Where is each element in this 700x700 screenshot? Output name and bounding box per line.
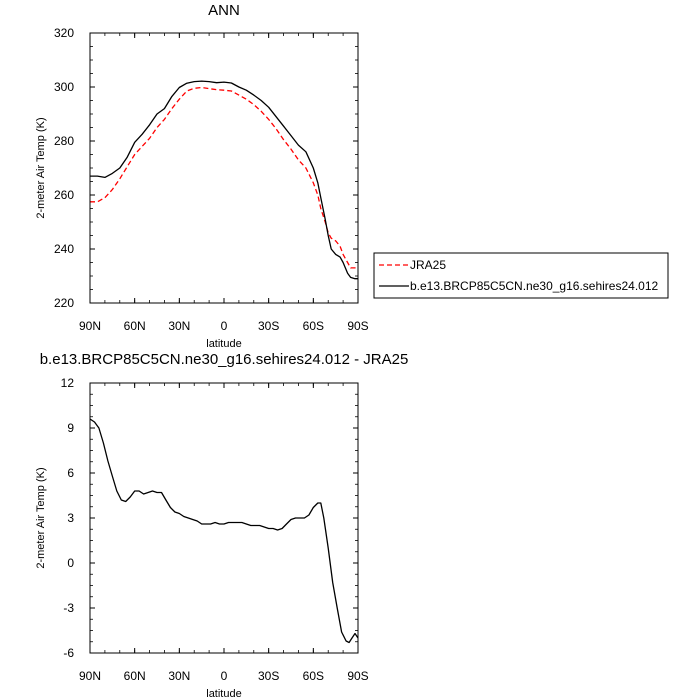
- top-ytick-label: 260: [54, 188, 74, 202]
- bottom-ytick-label: 6: [67, 466, 74, 480]
- bottom-ytick-label: -6: [63, 646, 74, 660]
- top-xtick-label: 60N: [124, 319, 146, 333]
- top-plot-frame: [89, 32, 359, 304]
- bottom-xtick-label: 0: [221, 669, 228, 683]
- legend-label-model: b.e13.BRCP85C5CN.ne30_g16.sehires24.012: [410, 279, 658, 293]
- top-xlabel: latitude: [206, 338, 241, 350]
- bottom-xlabel: latitude: [206, 688, 241, 700]
- bottom-xtick-label: 30N: [168, 669, 190, 683]
- bottom-ticks: -6 -3 0 3 6 9 12 90N 60N 30N 0 30S 60S 90S: [61, 376, 369, 683]
- bottom-title: b.e13.BRCP85C5CN.ne30_g16.sehires24.012 …: [40, 351, 409, 368]
- top-ytick-label: 240: [54, 242, 74, 256]
- top-ytick-label: 280: [54, 134, 74, 148]
- bottom-ylabel: 2-meter Air Temp (K): [35, 467, 47, 568]
- top-ytick-label: 220: [54, 296, 74, 310]
- top-xtick-label: 30N: [168, 319, 190, 333]
- bottom-series: [89, 418, 359, 644]
- bottom-xtick-label: 60N: [124, 669, 146, 683]
- top-ticks: 220 240 260 280 300 320 90N 60N 30N 0 30S 60S 90S: [54, 26, 369, 333]
- difference-plot: b.e13.BRCP85C5CN.ne30_g16.sehires24.012 …: [35, 351, 408, 700]
- bottom-xtick-label: 90S: [347, 669, 368, 683]
- bottom-ytick-label: 12: [61, 376, 75, 390]
- top-title: ANN: [208, 2, 240, 19]
- bottom-ytick-label: 0: [67, 556, 74, 570]
- top-xtick-label: 90N: [79, 319, 101, 333]
- bottom-ytick-label: 3: [67, 511, 74, 525]
- top-xtick-label: 30S: [258, 319, 279, 333]
- bottom-series-model: [89, 418, 359, 644]
- top-series: [90, 80, 358, 280]
- legend-label-jra25: JRA25: [410, 258, 446, 272]
- bottom-xtick-label: 30S: [258, 669, 279, 683]
- bottom-xtick-label: 90N: [79, 669, 101, 683]
- top-xtick-label: 0: [221, 319, 228, 333]
- top-ytick-label: 300: [54, 80, 74, 94]
- bottom-xtick-label: 60S: [303, 669, 324, 683]
- top-ytick-label: 320: [54, 26, 74, 40]
- bottom-plot-frame: [89, 382, 359, 654]
- top-ylabel: 2-meter Air Temp (K): [35, 117, 47, 218]
- temperature-plot: ANN 220 240 260 280 300 320 90N 60N 30N 0 30S 60S 90…: [35, 2, 369, 350]
- legend: JRA25 b.e13.BRCP85C5CN.ne30_g16.sehires2…: [373, 252, 669, 299]
- bottom-ytick-label: -3: [63, 601, 74, 615]
- top-series-jra25: [90, 86, 358, 269]
- bottom-ytick-label: 9: [67, 421, 74, 435]
- top-xtick-label: 60S: [303, 319, 324, 333]
- legend-box: [373, 252, 669, 299]
- top-xtick-label: 90S: [347, 319, 368, 333]
- top-series-model: [90, 80, 358, 280]
